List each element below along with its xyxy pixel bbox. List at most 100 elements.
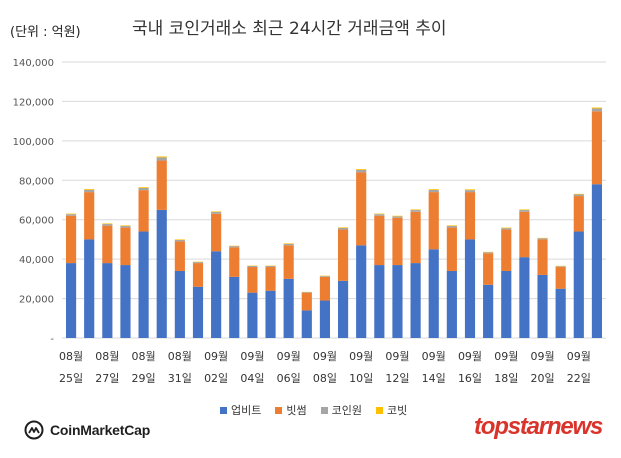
bar-segment-upbit — [229, 276, 240, 338]
legend-swatch-coinone — [320, 406, 328, 414]
bar-segment-korbit — [102, 223, 113, 225]
x-tick-label-month: 09월 — [313, 350, 337, 363]
bar-segment-upbit — [211, 251, 222, 338]
bar-segment-coinone — [301, 292, 312, 293]
bar-segment-upbit — [519, 257, 530, 338]
x-tick-label-month: 09월 — [240, 350, 264, 363]
y-tick-label: 80,000 — [19, 176, 54, 187]
bar-segment-korbit — [84, 188, 95, 190]
bar-segment-bithumb — [283, 245, 294, 279]
x-tick-label-month: 09월 — [494, 350, 518, 363]
bar-segment-korbit — [65, 213, 77, 215]
x-tick-label-day: 14일 — [422, 371, 446, 385]
bar-segment-bithumb — [65, 215, 77, 264]
bar-segment-upbit — [501, 270, 512, 338]
bar-segment-bithumb — [156, 160, 167, 210]
bar-segment-bithumb — [464, 192, 476, 240]
bar-segment-bithumb — [229, 247, 240, 277]
y-tick-label: - — [50, 334, 54, 345]
x-tick-label-month: 09월 — [530, 350, 554, 363]
coinmarketcap-logo-text: CoinMarketCap — [50, 422, 151, 438]
bar-segment-coinone — [501, 228, 512, 230]
bar-segment-coinone — [446, 226, 457, 228]
bar-segment-coinone — [84, 189, 95, 193]
bar-segment-upbit — [138, 231, 149, 338]
bar-segment-coinone — [120, 226, 131, 228]
bar-segment-coinone — [428, 189, 439, 193]
x-tick-label-day: 04일 — [240, 371, 264, 385]
legend: 업비트 빗썸 코인원 코빗 — [220, 402, 407, 418]
bar-segment-coinone — [156, 157, 167, 161]
legend-item-upbit: 업비트 — [220, 402, 261, 418]
bar-segment-upbit — [374, 265, 385, 338]
bar-segment-upbit — [265, 290, 276, 338]
bar-segment-upbit — [84, 239, 95, 338]
bar-segment-bithumb — [392, 217, 403, 266]
bar-segment-bithumb — [374, 215, 385, 266]
bar-segment-coinone — [319, 276, 331, 277]
coinmarketcap-logo: CoinMarketCap — [24, 420, 150, 440]
bar-segment-bithumb — [519, 211, 530, 258]
x-tick-label-month: 09월 — [204, 350, 228, 363]
x-tick-label-day: 25일 — [59, 371, 83, 385]
y-tick-label: 140,000 — [13, 58, 54, 69]
bar-segment-bithumb — [211, 213, 222, 252]
bar-segment-upbit — [392, 265, 403, 338]
y-tick-label: 100,000 — [13, 137, 54, 148]
chart-title: 국내 코인거래소 최근 24시간 거래금액 추이 — [132, 19, 447, 39]
bar-segment-bithumb — [301, 292, 312, 311]
bar-segment-coinone — [283, 243, 294, 246]
x-tick-label-day: 31일 — [168, 371, 192, 385]
x-tick-label-month: 08월 — [95, 350, 119, 363]
bar-segment-coinone — [102, 224, 113, 226]
topstarnews-logo: topstarnews — [474, 413, 603, 440]
bar-segment-coinone — [265, 266, 276, 268]
bar-segment-korbit — [519, 209, 530, 211]
bar-segment-coinone — [192, 262, 204, 264]
legend-label-korbit: 코빗 — [387, 404, 408, 417]
bar-segment-coinone — [337, 227, 349, 230]
bar-segment-bithumb — [501, 229, 512, 271]
x-tick-label-day: 20일 — [530, 371, 554, 385]
bar-segment-bithumb — [84, 192, 95, 240]
bar-segment-coinone — [519, 210, 530, 212]
legend-item-bithumb: 빗썸 — [275, 402, 307, 418]
x-tick-label-day: 27일 — [95, 371, 119, 385]
bar-segment-korbit — [428, 189, 439, 190]
bar-segment-coinone — [374, 214, 385, 216]
legend-label-coinone: 코인원 — [331, 404, 362, 417]
bar-segment-korbit — [464, 189, 476, 191]
bar-segment-bithumb — [446, 227, 457, 271]
unit-label: (단위 : 억원) — [10, 25, 81, 40]
bar-segment-korbit — [283, 243, 294, 244]
bar-segment-coinone — [464, 190, 476, 193]
bar-segment-upbit — [156, 209, 167, 338]
bar-segment-korbit — [573, 193, 584, 195]
legend-swatch-upbit — [220, 406, 227, 414]
y-tick-label: 60,000 — [19, 216, 54, 227]
bar-segment-coinone — [65, 214, 77, 216]
bar-segment-bithumb — [319, 276, 331, 301]
bar-segment-bithumb — [265, 267, 276, 291]
legend-item-korbit: 코빗 — [376, 402, 407, 418]
x-tick-label-day: 12일 — [385, 371, 409, 385]
bar-segment-korbit — [356, 169, 367, 170]
bar-segment-bithumb — [573, 196, 584, 232]
legend-label-bithumb: 빗썸 — [286, 404, 307, 417]
x-tick-label-month: 09월 — [277, 350, 301, 363]
coinmarketcap-logo-icon — [24, 420, 44, 440]
bar-segment-bithumb — [247, 267, 258, 293]
bar-segment-coinone — [247, 266, 258, 268]
bar-segment-upbit — [464, 239, 476, 338]
x-tick-label-day: 16일 — [458, 371, 482, 385]
bar-segment-coinone — [138, 187, 149, 191]
bar-segment-coinone — [555, 266, 566, 268]
x-tick-label-day: 02일 — [204, 371, 228, 385]
bar-segment-bithumb — [356, 172, 367, 246]
bar-segment-bithumb — [483, 253, 494, 285]
bar-segment-coinone — [591, 108, 603, 112]
x-tick-label-day: 10일 — [349, 371, 373, 385]
bar-segment-bithumb — [174, 241, 185, 271]
bar-segment-korbit — [501, 227, 512, 229]
